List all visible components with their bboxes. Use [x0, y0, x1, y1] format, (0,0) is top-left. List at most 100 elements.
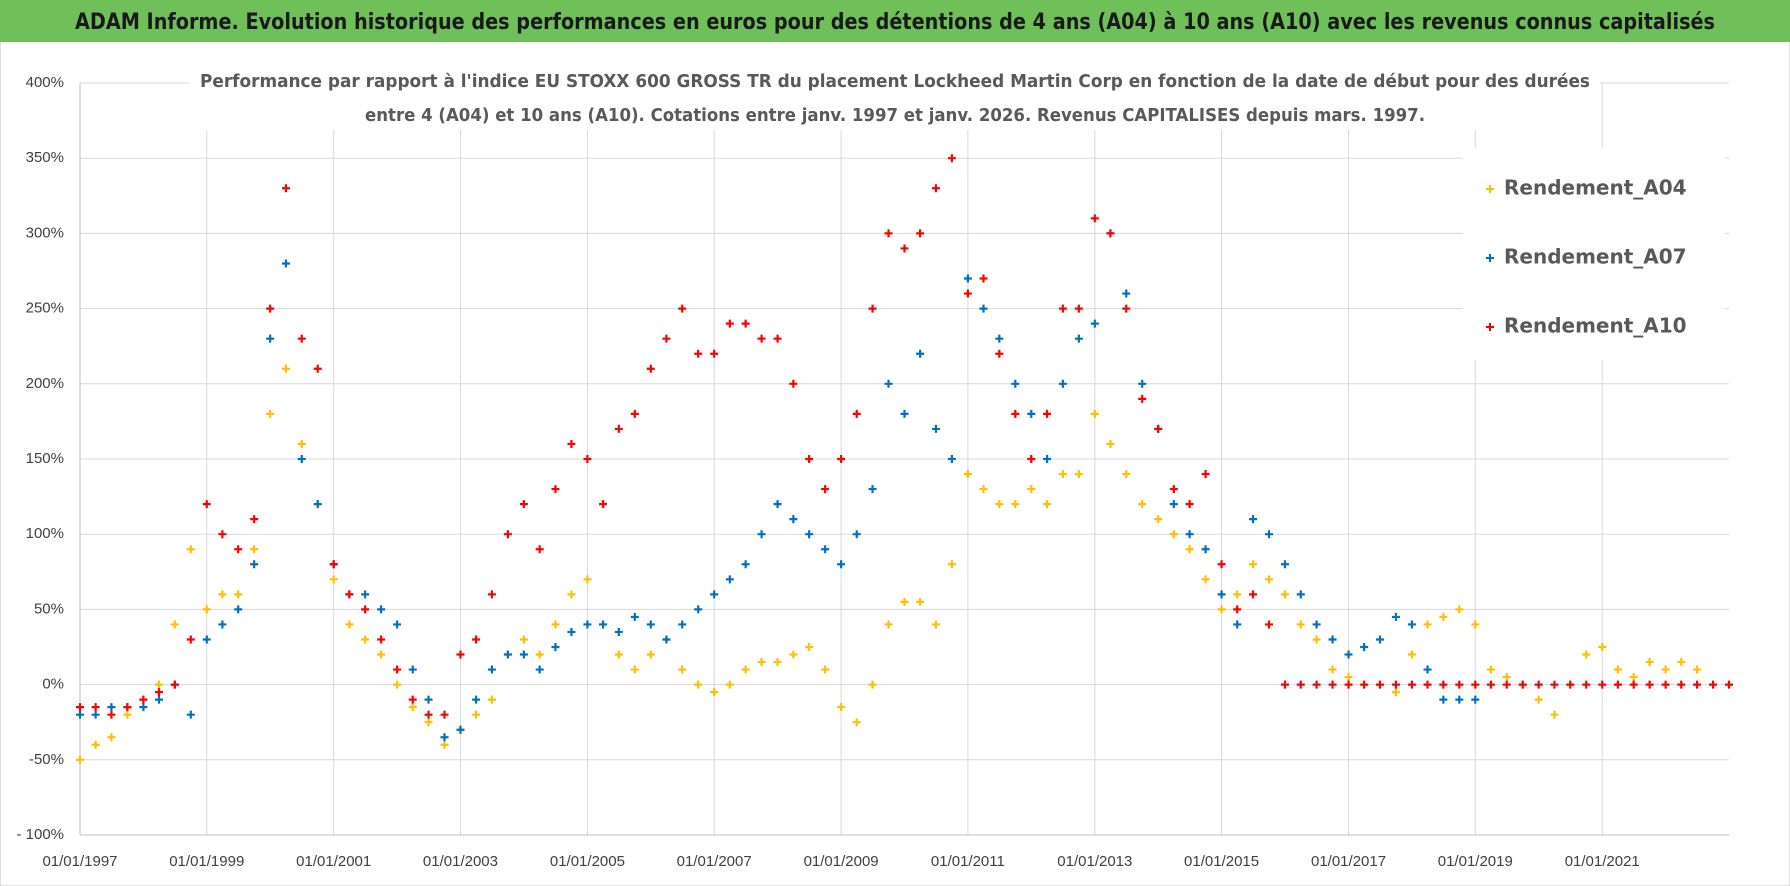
marker — [1328, 680, 1337, 689]
legend-marker — [1486, 323, 1494, 331]
marker — [567, 439, 576, 448]
marker — [583, 455, 592, 463]
marker — [1058, 304, 1067, 313]
marker — [1090, 214, 1099, 223]
marker — [1169, 530, 1178, 539]
x-tick-label: 01/01/2013 — [1057, 853, 1132, 870]
marker — [1613, 665, 1622, 674]
marker — [519, 650, 528, 659]
marker — [1138, 394, 1147, 403]
marker — [757, 530, 766, 539]
marker — [361, 590, 370, 599]
marker — [646, 620, 655, 629]
marker — [1407, 680, 1416, 689]
marker — [789, 379, 798, 388]
marker — [837, 455, 846, 463]
marker — [297, 455, 306, 463]
marker — [757, 334, 766, 343]
marker — [1566, 680, 1575, 689]
marker — [1550, 710, 1559, 719]
marker — [1455, 680, 1464, 689]
marker — [1312, 635, 1321, 644]
marker — [1391, 688, 1400, 697]
marker — [234, 590, 243, 599]
marker — [234, 605, 243, 614]
marker — [773, 334, 782, 343]
marker — [1027, 455, 1036, 463]
x-tick-label: 01/01/2015 — [1184, 853, 1259, 870]
marker — [741, 665, 750, 674]
marker — [1629, 673, 1638, 682]
marker — [852, 718, 861, 727]
marker — [963, 274, 972, 283]
marker — [234, 545, 243, 554]
marker — [91, 710, 100, 719]
marker — [487, 665, 496, 674]
marker — [979, 485, 988, 494]
marker — [583, 620, 592, 629]
marker — [1360, 680, 1369, 689]
marker — [931, 424, 940, 433]
marker — [76, 755, 84, 764]
marker — [218, 590, 227, 599]
marker — [1011, 500, 1020, 509]
marker — [1471, 620, 1480, 629]
marker — [551, 643, 560, 651]
marker — [139, 703, 148, 712]
marker — [1265, 530, 1273, 539]
marker — [1074, 334, 1083, 343]
chart-title: ADAM Informe. Evolution historique des p… — [75, 10, 1715, 35]
marker — [1328, 665, 1337, 674]
marker — [852, 409, 861, 418]
marker — [1280, 560, 1289, 569]
x-tick-label: 01/01/2011 — [931, 853, 1005, 870]
marker — [662, 334, 671, 343]
marker — [1265, 575, 1273, 584]
marker — [361, 635, 370, 644]
series-2 — [76, 154, 1733, 719]
marker — [155, 680, 164, 689]
legend-label: Rendement_A07 — [1504, 245, 1687, 269]
marker — [535, 650, 544, 659]
marker — [1233, 590, 1242, 599]
marker — [662, 635, 671, 644]
marker — [76, 710, 84, 719]
marker — [91, 740, 100, 749]
marker — [1455, 695, 1464, 704]
marker — [1138, 500, 1147, 509]
marker — [979, 304, 988, 313]
marker — [1217, 605, 1226, 614]
marker — [1534, 680, 1543, 689]
marker — [313, 500, 322, 509]
marker — [266, 409, 275, 418]
marker — [1074, 470, 1083, 479]
marker — [1027, 485, 1036, 494]
x-tick-label: 01/01/1999 — [169, 853, 244, 870]
marker — [1471, 680, 1480, 689]
x-tick-label: 01/01/2009 — [804, 853, 879, 870]
marker — [583, 575, 592, 584]
marker — [1598, 643, 1607, 651]
marker — [1344, 673, 1353, 682]
marker — [1645, 658, 1654, 667]
marker — [837, 560, 846, 569]
marker — [900, 597, 909, 606]
marker — [393, 620, 402, 629]
marker — [884, 379, 893, 388]
marker — [123, 710, 132, 719]
marker — [218, 530, 227, 539]
marker — [123, 703, 132, 712]
marker — [1677, 658, 1686, 667]
y-tick-label: 250% — [26, 300, 64, 317]
marker — [1122, 304, 1131, 313]
legend-label: Rendement_A04 — [1504, 176, 1687, 200]
marker — [1486, 665, 1495, 674]
marker — [1296, 680, 1305, 689]
marker — [503, 650, 512, 659]
marker — [773, 500, 782, 509]
marker — [1360, 643, 1369, 651]
marker — [1439, 680, 1448, 689]
marker — [868, 304, 877, 313]
marker — [868, 485, 877, 494]
marker — [1439, 612, 1448, 621]
